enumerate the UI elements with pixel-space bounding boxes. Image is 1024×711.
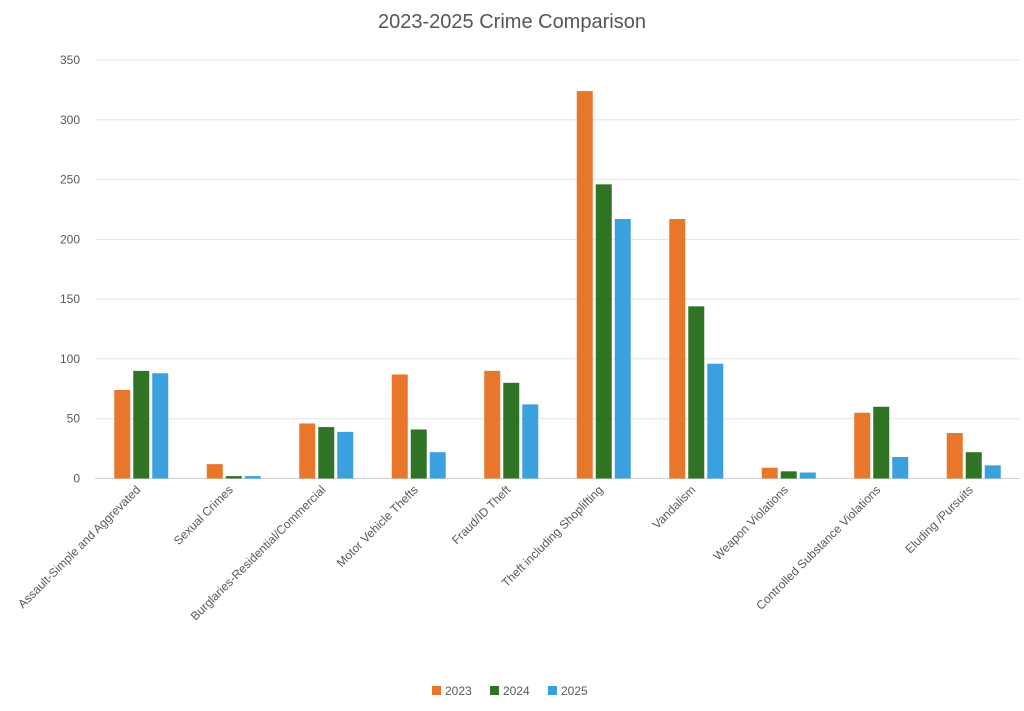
bar-2023-7 <box>761 467 778 479</box>
bar-2024-6 <box>688 306 705 479</box>
x-tick-label: Sexual Crimes <box>171 483 236 548</box>
y-tick-label: 200 <box>60 232 80 246</box>
bar-2025-0 <box>152 373 169 479</box>
legend-swatch-2025 <box>548 686 557 695</box>
bar-2023-8 <box>854 412 871 479</box>
bar-2023-6 <box>669 219 686 479</box>
x-tick-label: Eluding /Pursuits <box>902 483 976 557</box>
bar-2024-7 <box>780 471 797 479</box>
bar-2024-5 <box>595 184 612 479</box>
bar-2023-3 <box>391 374 408 479</box>
chart-title: 2023-2025 Crime Comparison <box>378 11 646 33</box>
bar-2025-6 <box>707 363 724 479</box>
bar-2023-1 <box>206 464 223 479</box>
legend-label: 2023 <box>445 684 472 698</box>
x-tick-label: Assault-Simple and Aggrevated <box>15 483 143 611</box>
bar-2025-3 <box>429 452 446 479</box>
bar-2024-3 <box>410 429 427 479</box>
y-tick-label: 300 <box>60 113 80 127</box>
bar-2024-8 <box>873 406 890 479</box>
x-tick-label: Vandalism <box>649 483 698 532</box>
bar-2024-0 <box>133 370 150 479</box>
x-tick-label: Theft including Shoplifting <box>499 483 606 590</box>
x-tick-label: Motor Vehicle Thefts <box>334 483 421 570</box>
legend-swatch-2024 <box>490 686 499 695</box>
bar-2023-0 <box>114 390 131 479</box>
bar-2023-4 <box>484 370 501 479</box>
x-tick-label: Fraud/ID Theft <box>449 482 514 547</box>
bar-2025-2 <box>337 431 354 479</box>
bar-2024-1 <box>225 476 242 479</box>
bar-2025-5 <box>614 219 631 479</box>
bar-2025-4 <box>522 404 539 479</box>
bar-2024-9 <box>965 452 982 479</box>
y-tick-label: 50 <box>67 412 81 426</box>
bar-2025-7 <box>799 472 816 479</box>
y-tick-label: 0 <box>73 472 80 486</box>
bar-2025-8 <box>892 456 909 479</box>
bar-2023-5 <box>576 91 593 479</box>
bar-2023-2 <box>299 423 316 479</box>
y-tick-label: 150 <box>60 292 80 306</box>
legend-label: 2024 <box>503 684 530 698</box>
bar-2025-1 <box>244 476 261 479</box>
x-tick-label: Weapon Violations <box>711 483 791 563</box>
bar-2023-9 <box>946 433 963 479</box>
y-tick-label: 350 <box>60 53 80 67</box>
y-tick-label: 100 <box>60 352 80 366</box>
bar-2024-4 <box>503 382 520 479</box>
legend-label: 2025 <box>561 684 588 698</box>
legend-swatch-2023 <box>432 686 441 695</box>
bar-2024-2 <box>318 427 335 479</box>
y-tick-label: 250 <box>60 173 80 187</box>
bar-2025-9 <box>984 465 1001 479</box>
